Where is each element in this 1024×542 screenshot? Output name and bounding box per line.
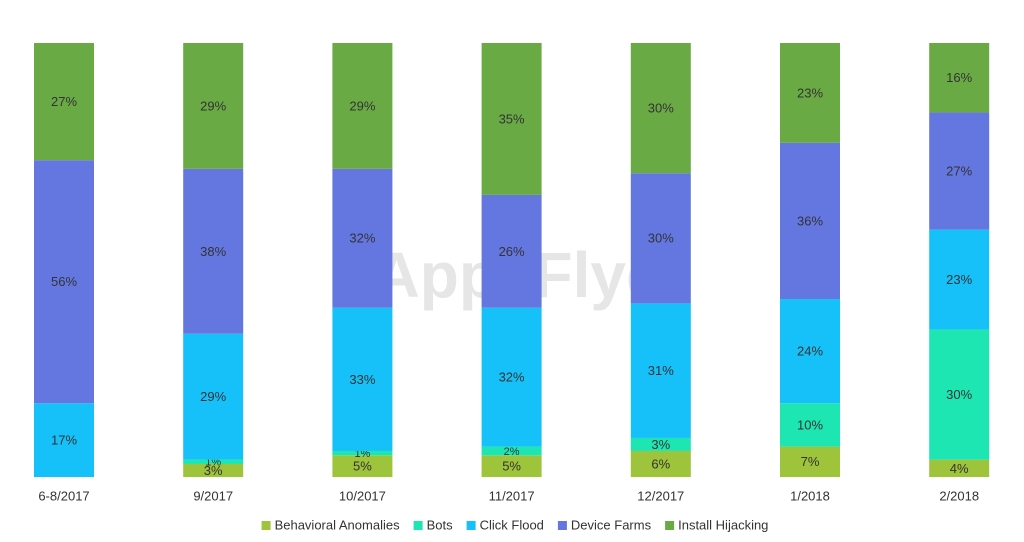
data-label: 5% xyxy=(502,459,521,474)
bar-segment xyxy=(481,43,542,195)
x-tick-label: 2/2018 xyxy=(939,488,979,503)
bar-segment xyxy=(481,194,542,308)
bar-segment xyxy=(929,43,990,113)
bar-segment xyxy=(780,142,840,300)
data-label: 3% xyxy=(204,463,223,478)
legend-label: Behavioral Anomalies xyxy=(275,517,401,532)
bar-segment xyxy=(481,307,542,447)
bar-segment xyxy=(929,229,990,330)
data-label: 1% xyxy=(354,448,370,460)
legend-label: Bots xyxy=(427,517,454,532)
data-label: 17% xyxy=(51,433,77,448)
data-label: 29% xyxy=(200,389,226,404)
x-tick-label: 9/2017 xyxy=(193,488,233,503)
data-label: 1% xyxy=(205,457,221,469)
data-label: 31% xyxy=(648,363,674,378)
bar-segment xyxy=(481,455,542,477)
bar-segment xyxy=(332,455,393,477)
bar-segment xyxy=(332,307,393,451)
legend: Behavioral Anomalies Bots Click Flood Devic… xyxy=(261,517,768,532)
bar-segment xyxy=(630,450,691,477)
data-label: 30% xyxy=(946,387,972,402)
bar-segment xyxy=(332,450,393,456)
data-label: 3% xyxy=(651,437,670,452)
legend-swatch xyxy=(466,521,476,530)
data-label: 38% xyxy=(200,244,226,259)
data-label: 29% xyxy=(349,98,375,113)
data-label: 32% xyxy=(499,370,525,385)
bar-segment xyxy=(929,329,990,460)
data-label: 23% xyxy=(946,272,972,287)
data-label: 26% xyxy=(499,244,525,259)
bar-segment xyxy=(183,459,244,464)
data-label: 32% xyxy=(349,231,375,246)
bar-segment xyxy=(34,43,94,161)
bar-segment xyxy=(780,299,840,404)
bar-segment xyxy=(34,403,94,477)
bar-segment xyxy=(183,333,244,460)
bar-segment xyxy=(780,446,840,477)
x-tick-label: 11/2017 xyxy=(489,488,535,503)
legend-label: Install Hijacking xyxy=(678,517,768,532)
bar-segment xyxy=(630,173,691,304)
bar-segment xyxy=(630,437,691,451)
data-label: 33% xyxy=(349,372,375,387)
bar-segment xyxy=(332,43,393,169)
data-label: 16% xyxy=(946,70,972,85)
bar-segment xyxy=(630,43,691,174)
bar-segment xyxy=(481,446,542,456)
data-label: 4% xyxy=(950,461,969,476)
bar-segment xyxy=(34,160,94,404)
bar-segment xyxy=(780,403,840,447)
data-label: 2% xyxy=(504,446,520,458)
bar-segment xyxy=(183,168,244,334)
data-label: 24% xyxy=(797,344,823,359)
data-label: 56% xyxy=(51,274,77,289)
data-label: 6% xyxy=(651,456,670,471)
legend-label: Click Flood xyxy=(480,517,544,532)
data-label: 30% xyxy=(648,101,674,116)
data-label: 36% xyxy=(797,213,823,228)
data-label: 27% xyxy=(51,94,77,109)
data-label: 29% xyxy=(200,98,226,113)
bar-segment xyxy=(332,168,393,308)
bar-segment xyxy=(183,463,244,477)
legend-swatch xyxy=(261,521,271,530)
legend-label: Device Farms xyxy=(571,517,652,532)
data-label: 5% xyxy=(353,459,372,474)
data-label: 10% xyxy=(797,417,823,432)
legend-swatch xyxy=(413,521,423,530)
x-tick-label: 10/2017 xyxy=(339,488,386,503)
bar-segment xyxy=(630,303,691,438)
data-label: 35% xyxy=(499,111,525,126)
x-tick-label: 1/2018 xyxy=(790,488,830,503)
data-label: 30% xyxy=(648,231,674,246)
data-label: 27% xyxy=(946,163,972,178)
x-tick-label: 12/2017 xyxy=(637,488,684,503)
bar-segment xyxy=(929,112,990,230)
legend-swatch xyxy=(557,521,567,530)
data-label: 23% xyxy=(797,85,823,100)
data-label: 7% xyxy=(801,454,820,469)
bar-segment xyxy=(929,459,990,477)
bar-segment xyxy=(780,43,840,143)
bar-segment xyxy=(183,43,244,169)
legend-swatch xyxy=(665,521,675,530)
x-tick-label: 6-8/2017 xyxy=(38,488,89,503)
